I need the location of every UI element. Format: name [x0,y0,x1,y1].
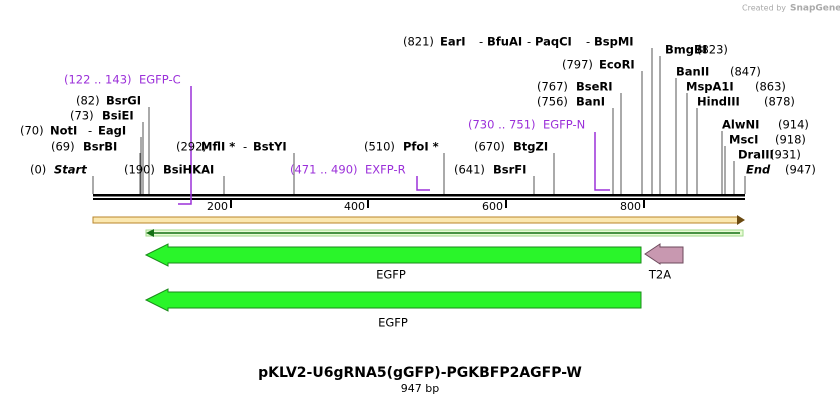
site-position: (190) [124,163,155,177]
site-name: End [746,163,771,177]
site-position: (0) [30,163,46,177]
site-name: MspA1I [686,80,734,94]
site-name: BanII [676,65,709,79]
site-position: (918) [775,133,806,147]
site-position: (863) [755,80,786,94]
primer-range: (122 .. 143) [64,73,132,87]
site-name: BsiHKAI [163,163,214,177]
site-position: (670) [474,140,505,154]
site-name: BsrBI [83,140,117,154]
plasmid-length: 947 bp [401,382,439,395]
site-position: (931) [770,148,801,162]
feature-label: EGFP [378,316,408,330]
site-name: AlwNI [722,118,759,132]
orf-bar [92,216,740,224]
ruler-label: 400 [344,200,365,213]
primer-name: EGFP-C [139,73,181,87]
site-position: (73) [70,109,94,123]
feature-arrowhead [146,229,154,237]
site-name: BseRI [576,80,613,94]
site-position: (641) [454,163,485,177]
primer-range: (471 .. 490) [290,163,358,177]
primer-mark [178,86,192,205]
site-name: EcoRI [599,58,635,72]
primer-range: (730 .. 751) [468,118,536,132]
brand: SnapGene [790,4,840,14]
site-name: PaqCI [535,35,572,49]
separator: - [88,124,92,138]
site-name: EagI [98,124,126,138]
feature-label: T2A [648,268,671,282]
site-name: BspMI [594,35,634,49]
site-name: NotI [50,124,77,138]
primer-name: EXFP-R [365,163,406,177]
ruler-label: 200 [207,200,228,213]
feature-label: EGFP [376,268,406,282]
feature-arrow [144,288,642,312]
primer-mark [416,176,430,191]
primer-name: EGFP-N [543,118,585,132]
plasmid-title: pKLV2-U6gRNA5(gGFP)-PGKBFP2AGFP-W [258,365,582,381]
site-position: (797) [562,58,593,72]
feature-arrow [644,243,684,265]
backbone [93,198,745,200]
feature-arrow [144,243,642,267]
created-by: Created by [742,4,786,13]
site-name: DraIII [738,148,774,162]
site-position: (947) [785,163,816,177]
site-position: (847) [730,65,761,79]
primer-mark [594,132,610,191]
site-position: (914) [778,118,809,132]
site-name: BtgZI [513,140,548,154]
site-position: (823) [697,43,728,57]
site-name: HindIII [697,95,740,109]
site-position: (70) [20,124,44,138]
separator: - [586,35,590,49]
site-name: BsrGI [106,94,141,108]
site-position: (292) [176,140,207,154]
separator: - [479,35,483,49]
site-name: BstYI [253,140,287,154]
site-name: BfuAI [487,35,522,49]
site-name: MflI * [201,140,235,154]
ruler-label: 600 [482,200,503,213]
site-name: Start [54,163,87,177]
site-name: EarI [440,35,466,49]
ruler-label: 800 [620,200,641,213]
backbone [93,194,745,197]
site-position: (767) [537,80,568,94]
site-position: (756) [537,95,568,109]
orf-arrowhead [737,215,745,225]
site-position: (821) [403,35,434,49]
site-name: PfoI * [403,140,439,154]
site-position: (510) [364,140,395,154]
site-position: (82) [76,94,100,108]
separator: - [527,35,531,49]
site-position: (878) [764,95,795,109]
site-name: BanI [576,95,605,109]
site-name: BsiEI [102,109,134,123]
site-name: BmgBI [665,43,707,57]
site-name: BsrFI [493,163,526,177]
separator: - [243,140,247,154]
site-position: (69) [51,140,75,154]
site-name: MscI [729,133,758,147]
